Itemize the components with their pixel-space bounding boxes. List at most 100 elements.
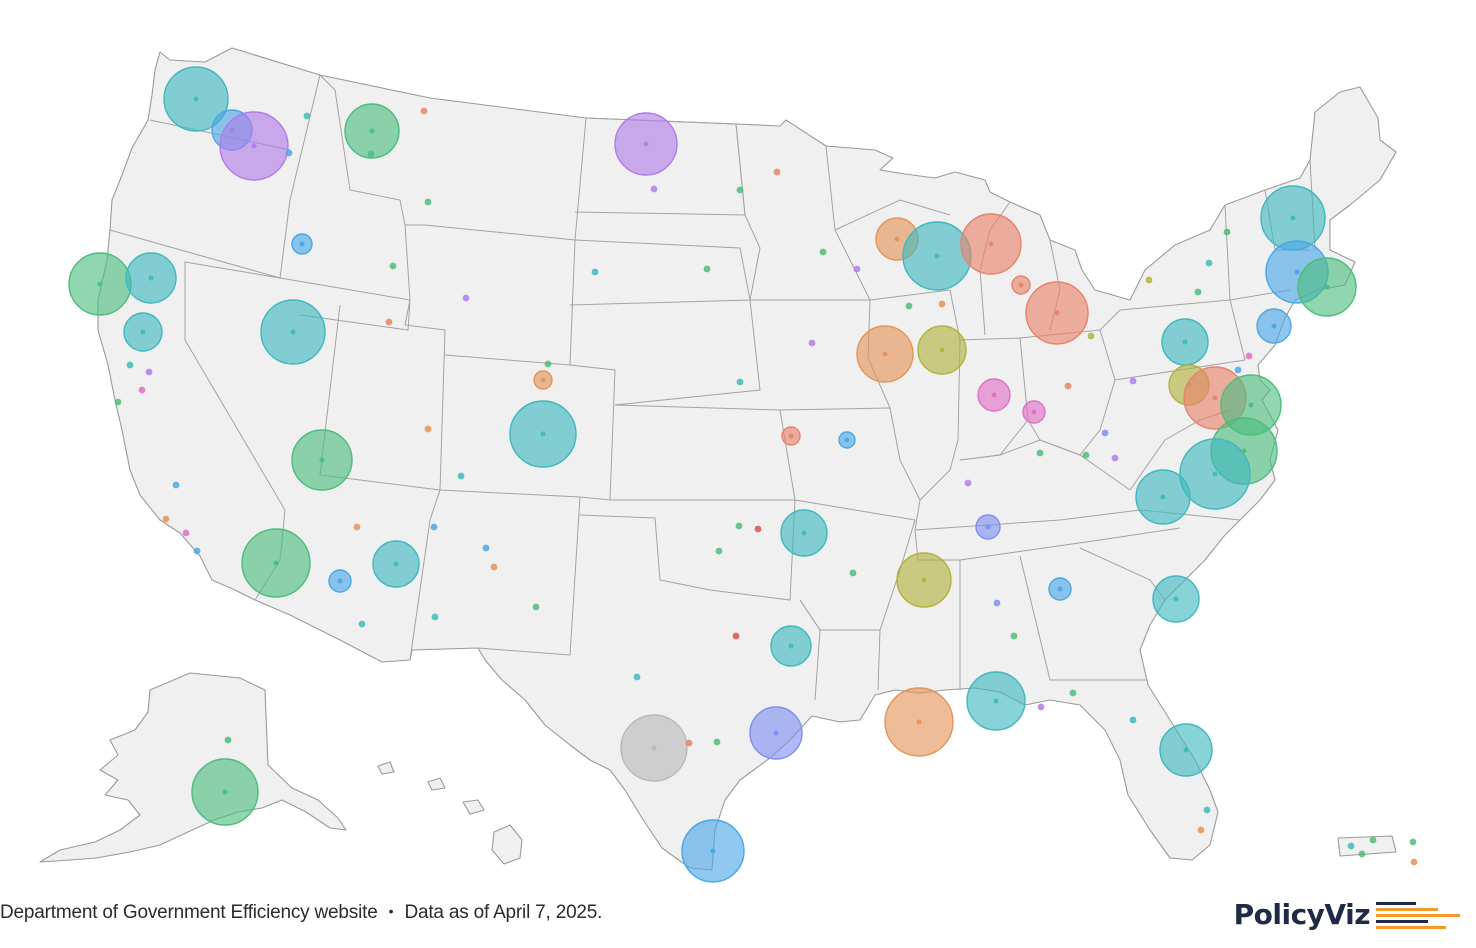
office-dot-22: [715, 547, 723, 555]
office-bubble-center-43: [651, 745, 657, 751]
office-dot-65: [224, 736, 232, 744]
office-dot-0: [1409, 838, 1417, 846]
office-dot-61: [389, 262, 397, 270]
office-bubble-center-4: [643, 141, 649, 147]
office-bubble-center-11: [273, 560, 279, 566]
office-bubble-center-0: [193, 96, 199, 102]
office-dot-11: [424, 425, 432, 433]
office-bubble-center-6: [148, 275, 154, 281]
office-bubble-center-29: [1248, 402, 1254, 408]
office-dot-29: [993, 599, 1001, 607]
office-bubble-center-7: [140, 329, 146, 335]
office-bubble-center-33: [801, 530, 807, 536]
office-dot-1: [1369, 836, 1377, 844]
office-dot-56: [126, 361, 134, 369]
office-dot-50: [1129, 377, 1137, 385]
office-dot-34: [1197, 826, 1205, 834]
office-dot-20: [754, 525, 762, 533]
office-bubble-center-38: [788, 643, 794, 649]
office-dot-71: [1223, 228, 1231, 236]
separator-bullet: •: [388, 903, 394, 919]
office-bubble-center-3: [369, 128, 375, 134]
office-dot-68: [819, 248, 827, 256]
office-dot-64: [303, 112, 311, 120]
office-bubble-center-18: [882, 351, 888, 357]
office-dot-41: [905, 302, 913, 310]
office-bubble-center-40: [916, 719, 922, 725]
office-dot-19: [358, 620, 366, 628]
office-bubble-center-26: [1182, 339, 1188, 345]
office-dot-35: [1087, 332, 1095, 340]
office-dot-8: [420, 107, 428, 115]
office-dot-7: [424, 198, 432, 206]
office-dot-10: [544, 360, 552, 368]
alaska-land: [39, 672, 347, 863]
office-bubble-center-39: [773, 730, 779, 736]
us-bubble-map: [39, 47, 1418, 883]
office-bubble-center-49: [299, 241, 305, 247]
office-dot-37: [1036, 449, 1044, 457]
office-dot-3: [1358, 850, 1366, 858]
office-bubble-center-17: [1054, 310, 1060, 316]
office-dot-38: [1101, 429, 1109, 437]
office-dot-43: [808, 339, 816, 347]
office-dot-47: [1205, 259, 1213, 267]
office-dot-18: [532, 603, 540, 611]
office-dot-70: [1194, 288, 1202, 296]
policyviz-logo: PolicyViz: [1234, 894, 1462, 934]
office-bubble-center-50: [1018, 282, 1024, 288]
office-bubble-center-47: [788, 433, 794, 439]
office-dot-46: [1145, 276, 1153, 284]
office-dot-67: [773, 168, 781, 176]
office-dot-9: [462, 294, 470, 302]
office-bubble-center-5: [97, 281, 103, 287]
source-credit: Department of Government Efficiency webs…: [0, 902, 602, 924]
office-bubble-center-24: [1324, 284, 1330, 290]
office-dot-52: [182, 529, 190, 537]
office-dot-49: [1234, 366, 1242, 374]
office-bubble-center-41: [993, 698, 999, 704]
office-bubble-center-46: [540, 377, 546, 383]
office-dot-24: [732, 632, 740, 640]
office-dot-15: [482, 544, 490, 552]
office-dot-27: [713, 738, 721, 746]
office-bubble-center-12: [393, 561, 399, 567]
office-dot-63: [285, 149, 293, 157]
office-dot-44: [736, 378, 744, 386]
data-date: Data as of April 7, 2025.: [404, 902, 603, 923]
office-bubble-center-31: [1212, 471, 1218, 477]
office-dot-42: [938, 300, 946, 308]
office-bubble-center-45: [222, 789, 228, 795]
office-dot-39: [1111, 454, 1119, 462]
office-dot-4: [1410, 858, 1418, 866]
office-dot-17: [431, 613, 439, 621]
office-bubble-center-16: [988, 241, 994, 247]
office-dot-5: [650, 185, 658, 193]
map-container: [39, 47, 1418, 883]
office-bubble-center-20: [991, 392, 997, 398]
office-dot-21: [735, 522, 743, 530]
office-dot-2: [1347, 842, 1355, 850]
bubble-layer: [68, 66, 1357, 883]
office-dot-36: [1064, 382, 1072, 390]
hawaii-island-maui: [462, 799, 485, 815]
office-dot-16: [490, 563, 498, 571]
office-dot-25: [685, 739, 693, 747]
office-dot-57: [145, 368, 153, 376]
office-bubble-center-10: [319, 457, 325, 463]
office-dot-32: [1129, 716, 1137, 724]
office-dot-23: [849, 569, 857, 577]
office-dot-6: [736, 186, 744, 194]
logo-lines-icon: [1376, 902, 1460, 929]
office-bubble-center-37: [1057, 586, 1063, 592]
office-dot-14: [430, 523, 438, 531]
office-bubble-center-2: [251, 143, 257, 149]
office-bubble-center-36: [1173, 596, 1179, 602]
office-dot-53: [162, 515, 170, 523]
office-dot-62: [367, 150, 375, 158]
office-dot-60: [385, 318, 393, 326]
logo-text: PolicyViz: [1233, 897, 1371, 931]
office-bubble-center-8: [290, 329, 296, 335]
office-bubble-center-44: [710, 848, 716, 854]
office-dot-66: [591, 268, 599, 276]
